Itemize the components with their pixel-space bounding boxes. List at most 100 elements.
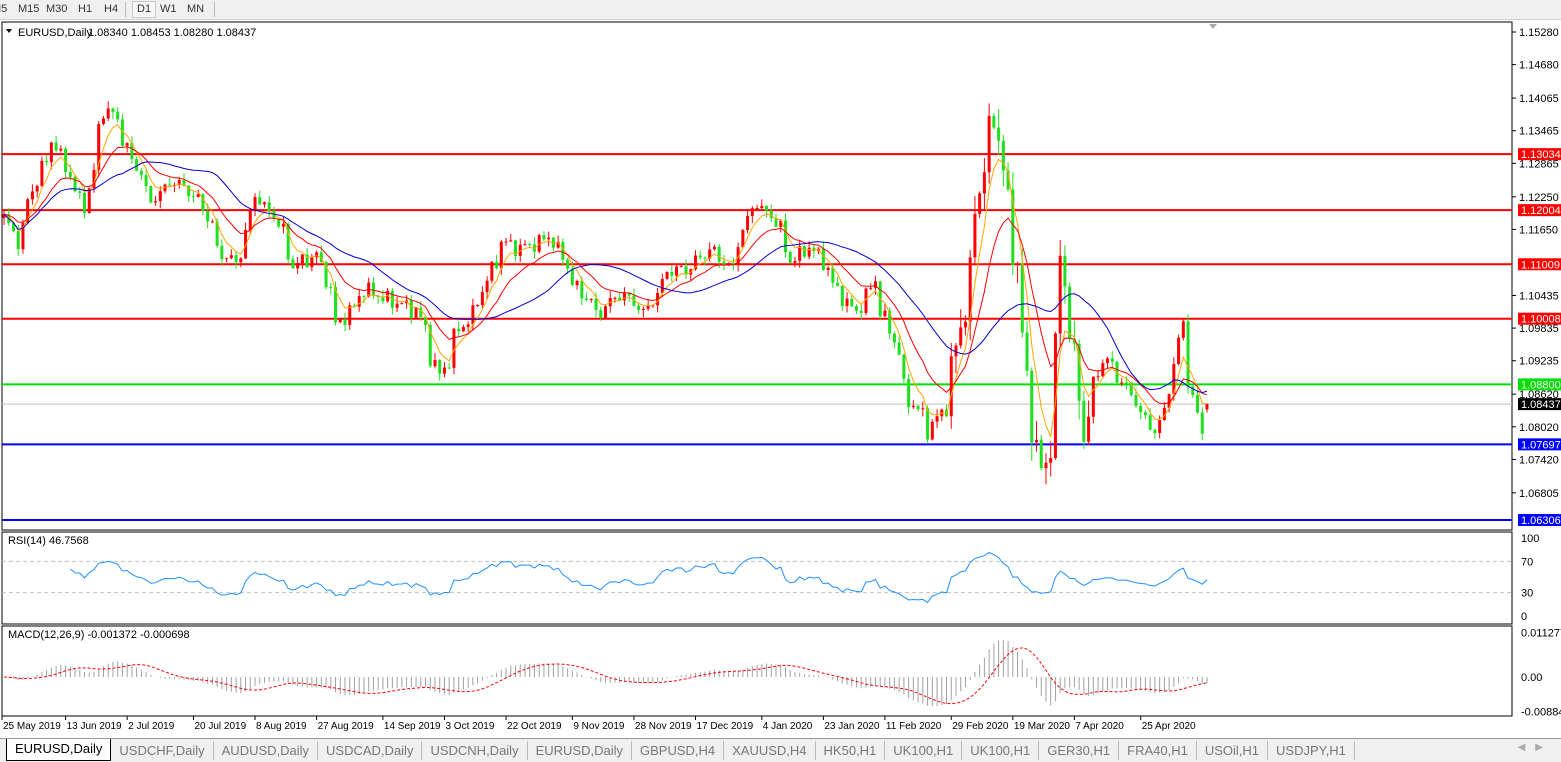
chart-tab[interactable]: USDCAD,Daily (318, 741, 423, 760)
candle-body (16, 231, 20, 250)
candle-body (457, 328, 461, 332)
chart-tab[interactable]: FRA40,H1 (1119, 741, 1197, 760)
candle-body (594, 298, 598, 311)
candle-body (296, 263, 300, 269)
timeframe-d1[interactable]: D1 (132, 1, 157, 18)
candle-body (708, 249, 712, 259)
candle-body (547, 237, 551, 240)
candle-body (949, 356, 953, 417)
timeframe-mn[interactable]: MN (187, 3, 205, 15)
candle-body (305, 254, 309, 268)
chart-tab[interactable]: USOil,H1 (1197, 741, 1269, 760)
candle-body (987, 115, 991, 173)
chart-tab[interactable]: AUDUSD,Daily (214, 741, 319, 760)
price-level-tag (1518, 378, 1561, 391)
candle-body (1077, 343, 1081, 401)
moving-average-line-26 (3, 161, 1208, 394)
candle-body (599, 310, 603, 318)
rsi-pane (1, 531, 1513, 625)
chart-tab[interactable]: HK50,H1 (816, 741, 886, 760)
macd-tick-label: -0.008845 (1521, 707, 1561, 719)
candle-body (163, 184, 167, 192)
candle-body (504, 241, 508, 243)
candle-body (1162, 407, 1166, 421)
candle-body (793, 260, 797, 263)
candle-body (622, 292, 626, 301)
candle-body (26, 199, 30, 224)
candle-body (783, 220, 787, 253)
moving-average-line-13 (3, 146, 1208, 405)
candle-body (537, 235, 541, 252)
candle-body (83, 192, 87, 213)
chart-tab[interactable]: GBPUSD,H4 (632, 741, 725, 760)
price-tick-label: 1.12865 (1519, 158, 1559, 170)
candle-body (286, 223, 290, 260)
date-tick-label: 28 Nov 2019 (635, 721, 692, 732)
candle-body (561, 241, 565, 260)
candle-body (362, 296, 366, 298)
candle-body (575, 280, 579, 286)
candle-body (750, 208, 754, 217)
candle-body (480, 292, 484, 306)
tab-scroll-arrows[interactable]: ◀▶ (1517, 742, 1553, 753)
chart-tab[interactable]: EURUSD,Daily (528, 741, 632, 760)
macd-label: MACD(12,26,9) -0.001372 -0.000698 (8, 629, 190, 641)
chart-tab[interactable]: GER30,H1 (1039, 741, 1120, 760)
candle-body (201, 194, 205, 211)
candle-body (381, 296, 385, 302)
moving-average-line-5 (3, 124, 1208, 439)
timeframe-m15[interactable]: M15 (18, 3, 40, 15)
chart-tabs-bar: ◀▶ EURUSD,Daily USDCHF,Daily AUDUSD,Daily U… (0, 738, 1561, 762)
chart-window[interactable]: 1.15280 1.14680 1.14065 1.13465 1.12865 1.122… (0, 20, 1561, 738)
chart-tab[interactable]: UK100,H1 (962, 741, 1040, 760)
candle-body (1110, 358, 1114, 362)
candle-body (897, 342, 901, 355)
candle-body (693, 255, 697, 270)
macd-tick-label: 0.011277 (1521, 628, 1561, 640)
candle-body (1124, 382, 1128, 384)
candle-body (386, 290, 390, 302)
candle-body (244, 229, 248, 259)
candle-body (1001, 140, 1005, 171)
timeframe-h4[interactable]: H4 (104, 3, 119, 15)
candle-body (329, 287, 333, 289)
price-tick-label: 1.15280 (1519, 27, 1559, 39)
chart-tab[interactable]: USDCHF,Daily (111, 741, 214, 760)
candle-body (618, 297, 622, 301)
timeframe-m30[interactable]: M30 (46, 3, 68, 15)
candle-body (21, 223, 25, 250)
candle-body (187, 185, 191, 197)
chart-tab[interactable]: EURUSD,Daily (6, 739, 112, 761)
chart-tab[interactable]: USDJPY,H1 (1268, 741, 1355, 760)
timeframe-w1[interactable]: W1 (160, 3, 177, 15)
price-level-tag-label: 1.10008 (1521, 314, 1561, 326)
candle-body (1120, 382, 1124, 384)
timeframe-m5[interactable]: M5 (0, 3, 8, 15)
rsi-tick-label: 100 (1521, 533, 1539, 545)
candle-body (660, 278, 664, 293)
chart-tab[interactable]: XAUUSD,H4 (724, 741, 816, 760)
candle-body (926, 408, 930, 440)
candle-body (182, 179, 186, 186)
price-tick-label: 1.07420 (1519, 454, 1559, 466)
candle-body (1049, 458, 1053, 463)
candle-body (248, 209, 252, 230)
price-level-tag-label: 1.07697 (1521, 439, 1561, 451)
chart-tab[interactable]: USDCNH,Daily (422, 741, 528, 760)
price-level-tag-label: 1.12004 (1521, 205, 1561, 217)
candle-body (154, 201, 158, 203)
candle-body (315, 252, 319, 258)
chart-tab[interactable]: UK100,H1 (885, 741, 963, 760)
candle-body (968, 257, 972, 322)
candle-body (116, 112, 120, 120)
date-tick-label: 2 Jul 2019 (128, 721, 175, 732)
timeframe-h1[interactable]: H1 (78, 3, 93, 15)
candle-body (324, 261, 328, 288)
candle-body (1044, 462, 1048, 469)
candle-body (1006, 170, 1010, 190)
candle-body (1139, 405, 1143, 413)
candle-body (627, 292, 631, 296)
candle-body (727, 263, 731, 266)
candle-body (272, 210, 276, 220)
candle-body (826, 267, 830, 270)
